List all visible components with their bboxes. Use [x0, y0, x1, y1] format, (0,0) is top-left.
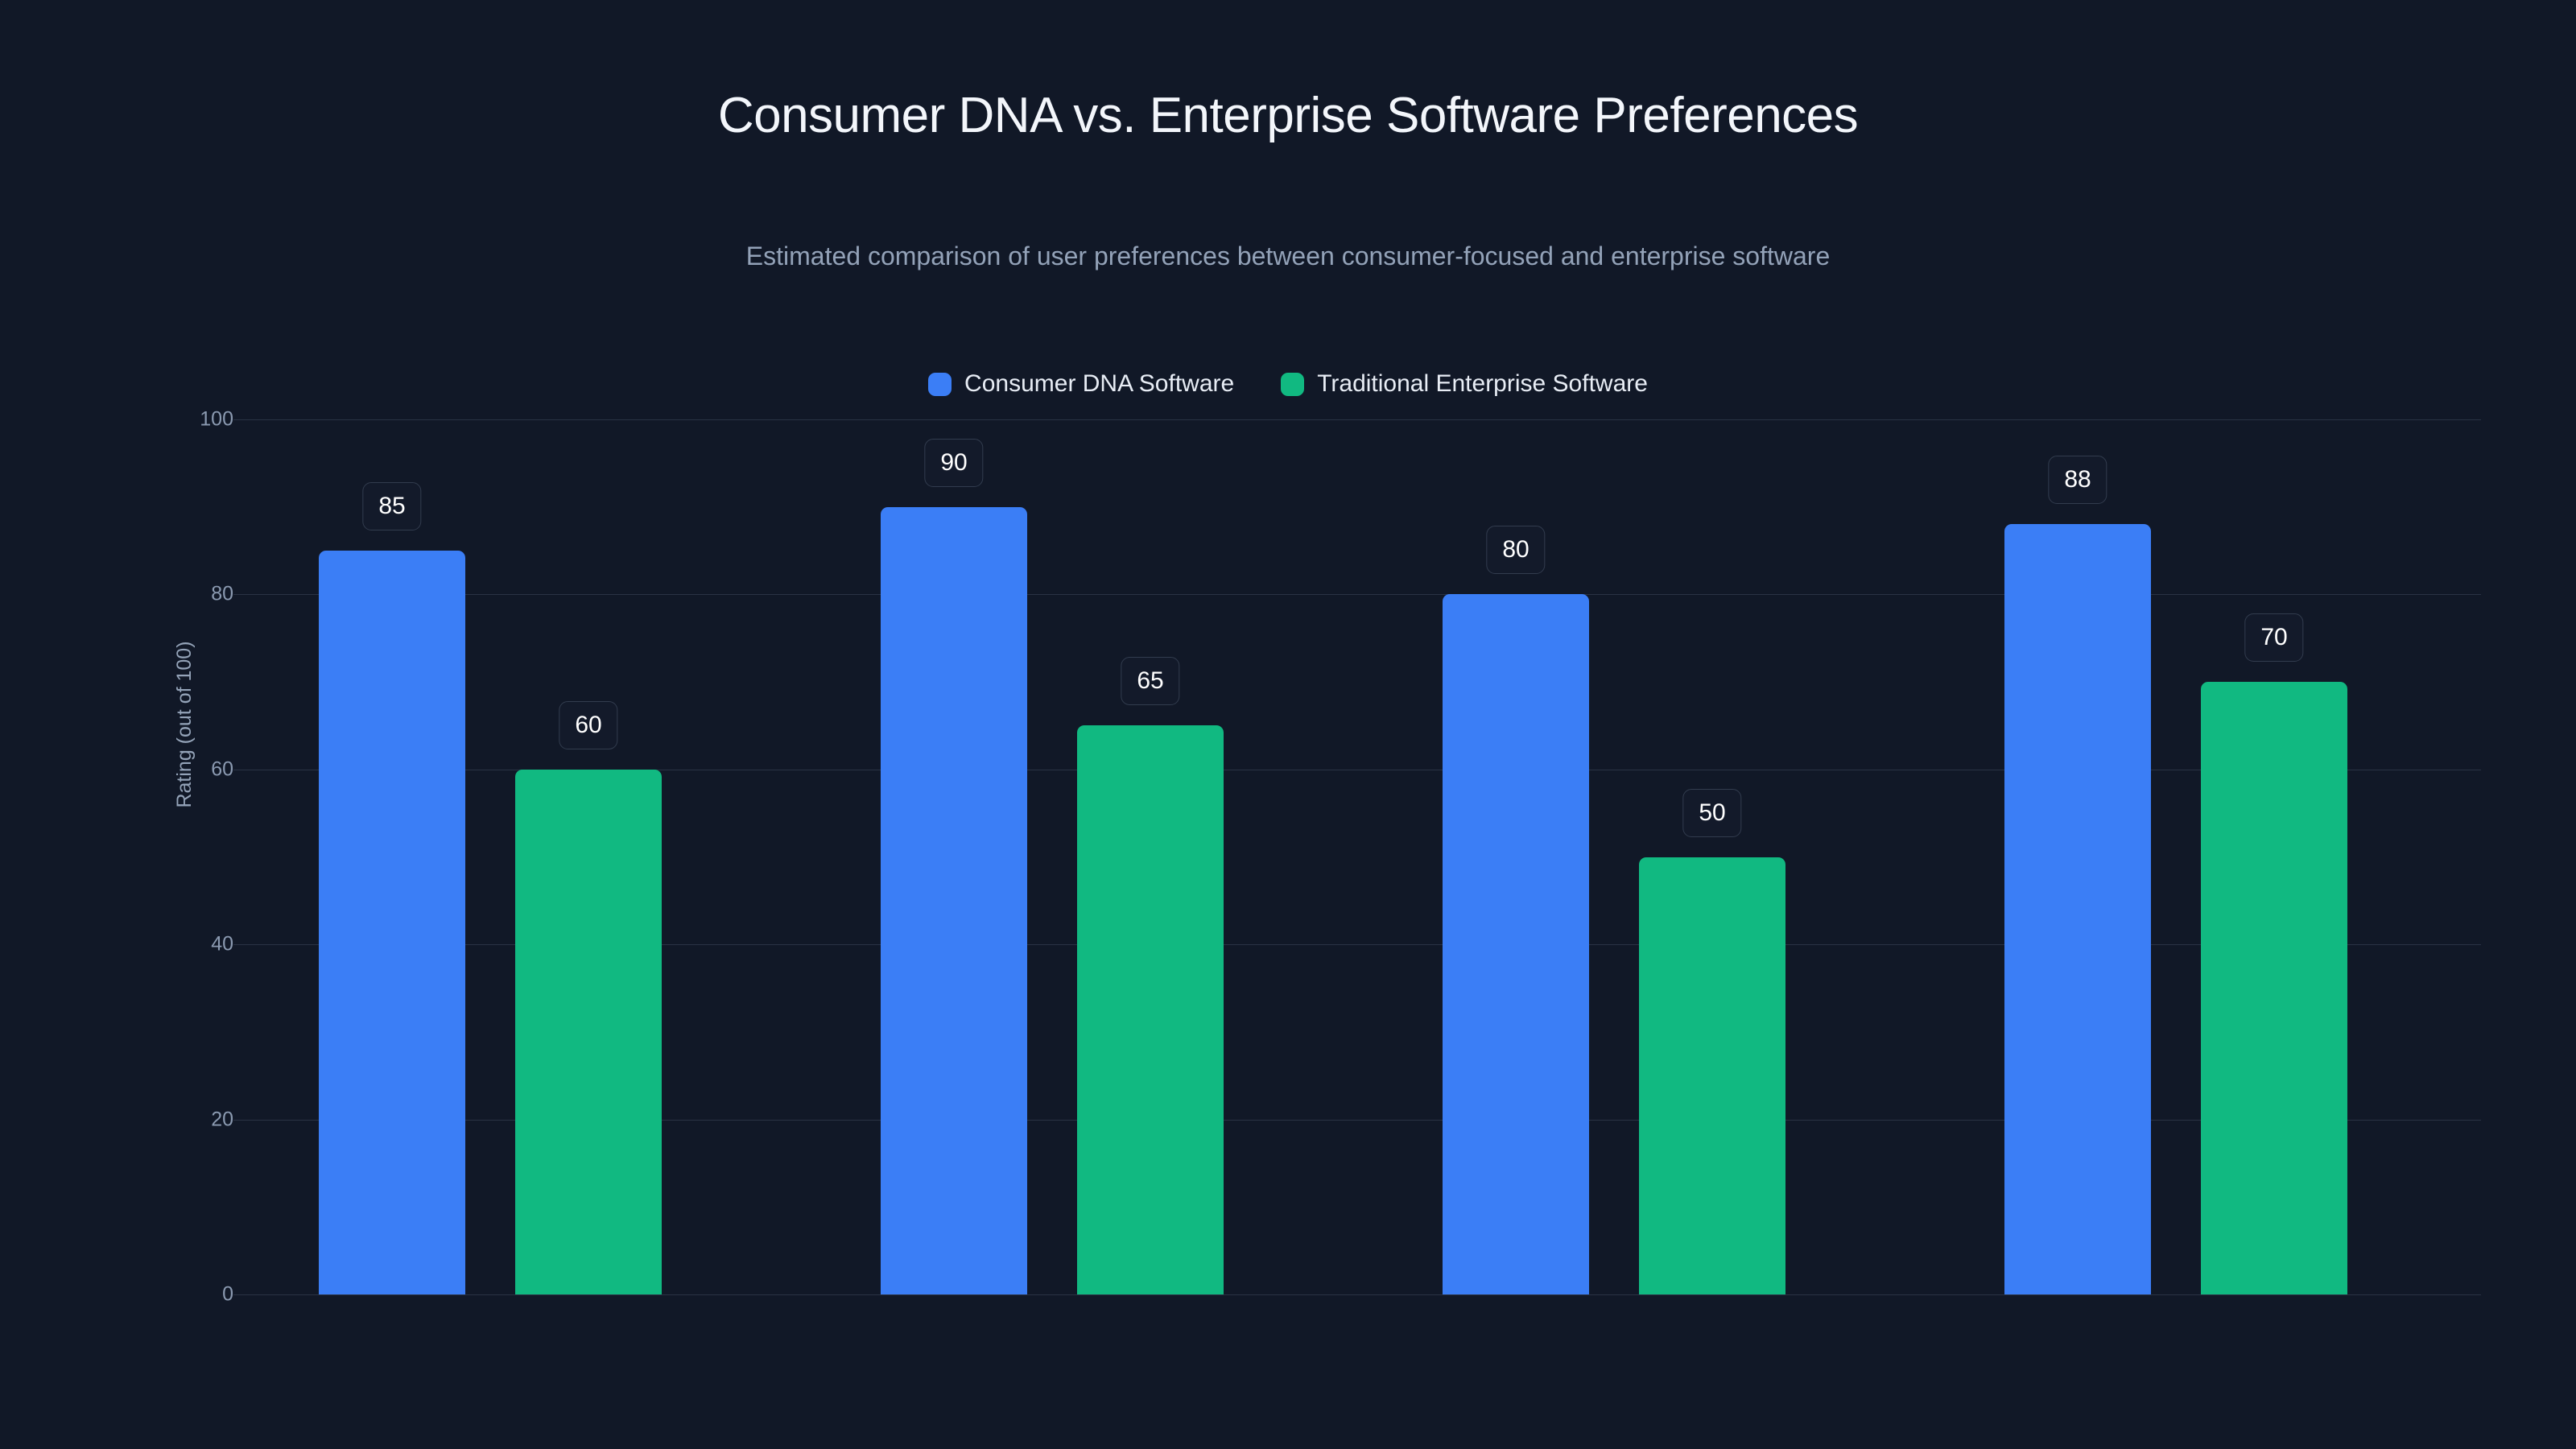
y-tick-label-80: 80 — [211, 582, 233, 605]
value-badge-adoption-rate-series-1: 80 — [1486, 526, 1546, 575]
y-axis-title: Rating (out of 100) — [173, 641, 196, 808]
bar-adoption-rate-series-1[interactable] — [1443, 594, 1589, 1294]
bar-feature-clarity-series-2[interactable] — [2201, 682, 2347, 1294]
value-badge-intuitiveness-series-2: 60 — [559, 700, 618, 749]
y-tick-label-20: 20 — [211, 1108, 233, 1131]
page-title: Consumer DNA vs. Enterprise Software Pre… — [717, 88, 1859, 143]
chart-subtitle: Estimated comparison of user preferences… — [745, 242, 1831, 270]
gridline-80 — [233, 594, 2481, 596]
value-badge-user-satisfaction-series-1: 90 — [924, 438, 984, 487]
bar-intuitiveness-series-2[interactable] — [515, 769, 662, 1294]
bar-user-satisfaction-series-2[interactable] — [1077, 725, 1224, 1294]
legend-item-traditional-enterprise-software[interactable]: Traditional Enterprise Software — [1281, 372, 1648, 396]
y-tick-label-100: 100 — [200, 407, 233, 431]
legend-swatch-icon-blue — [928, 372, 952, 396]
bar-user-satisfaction-series-1[interactable] — [881, 506, 1027, 1294]
value-badge-feature-clarity-series-1: 88 — [2048, 456, 2107, 505]
y-tick-label-60: 60 — [211, 758, 233, 781]
legend-swatch-icon-green — [1281, 372, 1305, 396]
gridline-40 — [233, 944, 2481, 946]
y-tick-label-0: 0 — [222, 1282, 233, 1306]
value-badge-adoption-rate-series-2: 50 — [1682, 788, 1742, 837]
value-badge-intuitiveness-series-1: 85 — [362, 482, 422, 531]
value-badge-feature-clarity-series-2: 70 — [2244, 613, 2304, 663]
gridline-100 — [233, 419, 2481, 420]
gridline-0 — [233, 1294, 2481, 1295]
legend-label-consumer-dna-software: Consumer DNA Software — [964, 370, 1235, 397]
value-badge-user-satisfaction-series-2: 65 — [1121, 657, 1180, 706]
chart-legend: Consumer DNA Software Traditional Enterp… — [0, 372, 2576, 396]
bar-feature-clarity-series-1[interactable] — [2004, 524, 2151, 1294]
bar-intuitiveness-series-1[interactable] — [319, 551, 465, 1294]
legend-item-consumer-dna-software[interactable]: Consumer DNA Software — [928, 372, 1234, 396]
legend-label-traditional-enterprise-software: Traditional Enterprise Software — [1317, 370, 1648, 397]
y-tick-label-40: 40 — [211, 932, 233, 956]
gridline-20 — [233, 1119, 2481, 1121]
bar-adoption-rate-series-2[interactable] — [1639, 857, 1785, 1294]
